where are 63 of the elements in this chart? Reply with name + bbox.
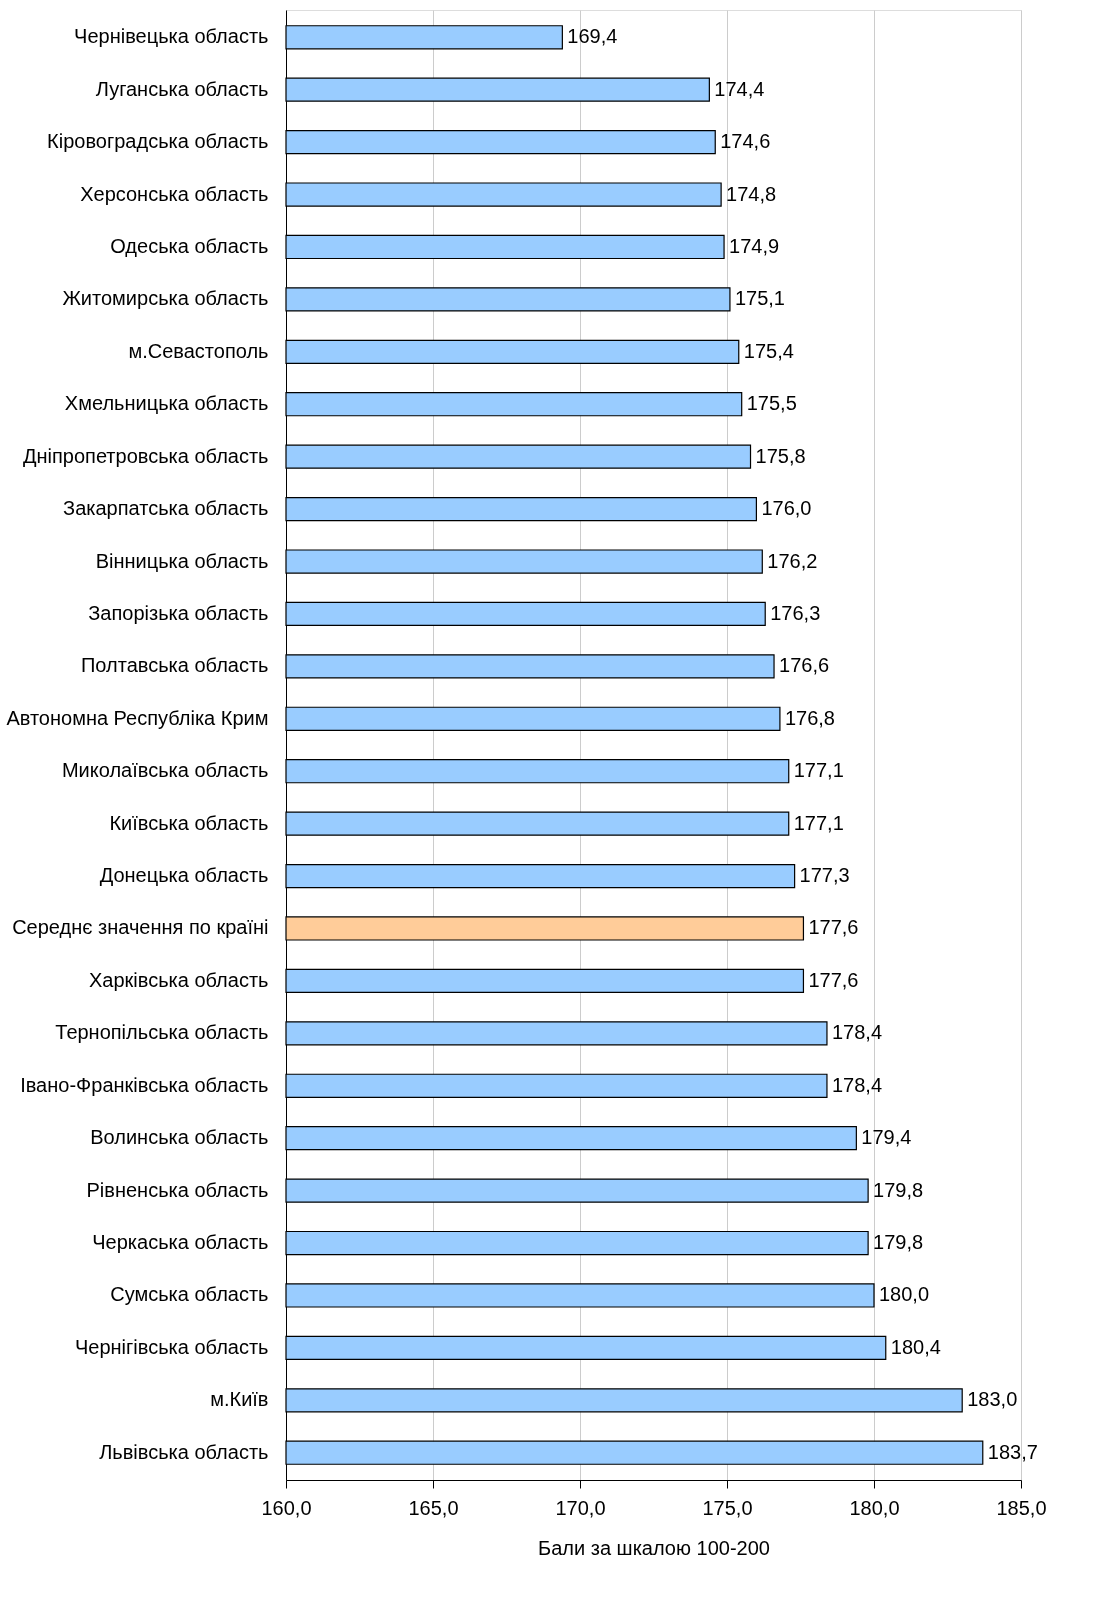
x-tick-label: 165,0 xyxy=(408,1496,459,1519)
data-label: 174,6 xyxy=(720,130,771,153)
data-label: 177,3 xyxy=(799,864,850,887)
data-label: 175,8 xyxy=(755,444,806,467)
data-label: 180,0 xyxy=(879,1283,930,1306)
data-label: 177,6 xyxy=(808,916,859,939)
y-tick-label: Хмельницька область xyxy=(64,392,269,415)
y-tick-label: м.Севастополь xyxy=(128,339,269,362)
data-label: 177,6 xyxy=(808,968,859,991)
y-tick-label: Автономна Республіка Крим xyxy=(6,706,269,729)
y-tick-label: Одеська область xyxy=(110,234,269,257)
data-label: 179,8 xyxy=(873,1231,924,1254)
y-tick-label: Вінницька область xyxy=(95,549,269,572)
y-tick-label: Миколаївська область xyxy=(61,759,269,782)
data-label: 176,6 xyxy=(779,654,830,677)
y-tick-label: Чернівецька область xyxy=(74,25,269,48)
data-label: 178,4 xyxy=(831,1073,883,1096)
y-tick-label: Львівська область xyxy=(99,1440,269,1463)
data-label: 176,2 xyxy=(767,549,818,572)
y-tick-label: Тернопільська область xyxy=(55,1021,269,1044)
data-label: 177,1 xyxy=(793,759,844,782)
data-label: 174,9 xyxy=(729,234,780,257)
data-label: 174,4 xyxy=(714,77,765,100)
data-label: 177,1 xyxy=(793,811,844,834)
data-label: 169,4 xyxy=(567,25,618,48)
y-tick-label: м.Київ xyxy=(210,1388,269,1411)
y-tick-label: Волинська область xyxy=(90,1126,269,1149)
data-label: 183,0 xyxy=(967,1388,1018,1411)
x-tick-label: 185,0 xyxy=(996,1496,1047,1519)
y-tick-label: Херсонська область xyxy=(80,182,269,205)
y-tick-label: Полтавська область xyxy=(80,654,269,677)
data-label: 175,4 xyxy=(743,339,794,362)
data-label: 180,4 xyxy=(890,1335,941,1358)
y-tick-label: Київська область xyxy=(109,811,269,834)
y-tick-label: Житомирська область xyxy=(62,287,269,310)
y-tick-label: Івано-Франківська область xyxy=(20,1073,269,1096)
y-tick-label: Луганська область xyxy=(95,77,269,100)
data-label: 175,1 xyxy=(734,287,785,310)
y-tick-label: Сумська область xyxy=(110,1283,269,1306)
data-label: 176,0 xyxy=(761,497,812,520)
data-label: 178,4 xyxy=(831,1021,883,1044)
y-tick-label: Рівненська область xyxy=(86,1178,269,1201)
data-label: 175,5 xyxy=(746,392,797,415)
y-tick-label: Донецька область xyxy=(99,864,269,887)
y-tick-label: Запорізька область xyxy=(88,601,269,624)
y-tick-label: Чернігівська область xyxy=(74,1335,269,1358)
y-tick-label: Кіровоградська область xyxy=(47,130,269,153)
data-label: 176,8 xyxy=(784,706,835,729)
y-tick-label: Черкаська область xyxy=(92,1231,269,1254)
data-label: 176,3 xyxy=(770,601,821,624)
y-tick-label: Закарпатська область xyxy=(63,497,269,520)
y-tick-label: Харківська область xyxy=(88,968,269,991)
data-label: 183,7 xyxy=(987,1440,1038,1463)
x-tick-label: 175,0 xyxy=(702,1496,753,1519)
x-tick-label: 170,0 xyxy=(555,1496,606,1519)
data-label: 179,4 xyxy=(861,1126,912,1149)
data-label: 179,8 xyxy=(873,1178,924,1201)
x-tick-label: 180,0 xyxy=(849,1496,900,1519)
x-axis-title: Бали за шкалою 100-200 xyxy=(538,1536,770,1559)
x-tick-label: 160,0 xyxy=(261,1496,312,1519)
y-tick-label: Дніпропетровська область xyxy=(22,444,269,467)
y-tick-label: Середнє значення по країні xyxy=(12,916,269,939)
data-label: 174,8 xyxy=(726,182,777,205)
